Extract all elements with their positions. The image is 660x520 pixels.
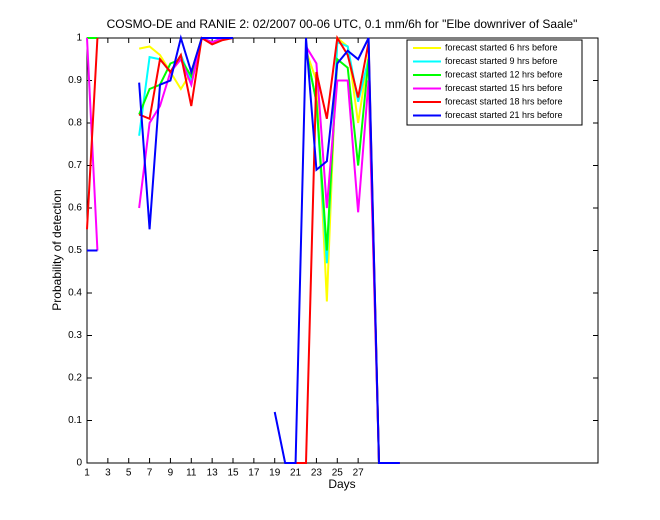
x-tick-label: 1 [84, 468, 90, 479]
y-axis-label: Probability of detection [50, 189, 64, 310]
chart-title: COSMO-DE and RANIE 2: 02/2007 00-06 UTC,… [107, 17, 578, 31]
series-line [87, 36, 400, 464]
y-tick-label: 1 [76, 33, 82, 44]
x-tick-label: 21 [290, 468, 302, 479]
x-tick-label: 5 [126, 468, 132, 479]
y-tick-label: 0.5 [68, 245, 82, 256]
legend-label: forecast started 9 hrs before [445, 56, 558, 66]
legend-label: forecast started 15 hrs before [445, 83, 563, 93]
series-line [87, 34, 400, 464]
y-tick-label: 0.3 [68, 330, 82, 341]
x-tick-label: 23 [311, 468, 323, 479]
x-tick-label: 11 [186, 468, 197, 479]
y-tick-label: 0.9 [68, 75, 82, 86]
legend-box [406, 39, 583, 126]
series-line [87, 36, 400, 464]
y-tick-label: 0.1 [68, 415, 82, 426]
y-tick-label: 0 [76, 458, 82, 469]
legend-label: forecast started 21 hrs before [445, 110, 563, 120]
y-tick-label: 0.7 [68, 160, 82, 171]
x-tick-label: 17 [248, 468, 260, 479]
x-tick-label: 7 [147, 468, 153, 479]
y-tick-label: 0.2 [68, 373, 82, 384]
x-tick-label: 3 [105, 468, 111, 479]
legend-label: forecast started 6 hrs before [445, 42, 558, 52]
series-line [86, 36, 400, 464]
x-axis-label: Days [328, 477, 355, 491]
legend-label: forecast started 18 hrs before [445, 96, 563, 106]
x-tick-label: 13 [207, 468, 219, 479]
legend-label: forecast started 12 hrs before [445, 69, 563, 79]
x-tick-label: 15 [227, 468, 239, 479]
series-line [87, 35, 400, 464]
x-tick-label: 19 [269, 468, 281, 479]
y-tick-label: 0.4 [68, 288, 82, 299]
x-tick-label: 9 [168, 468, 174, 479]
x-tick-label: 27 [353, 468, 365, 479]
y-tick-label: 0.8 [68, 118, 82, 129]
x-tick-label: 25 [332, 468, 344, 479]
series-line [86, 35, 400, 464]
y-tick-label: 0.6 [68, 203, 82, 214]
